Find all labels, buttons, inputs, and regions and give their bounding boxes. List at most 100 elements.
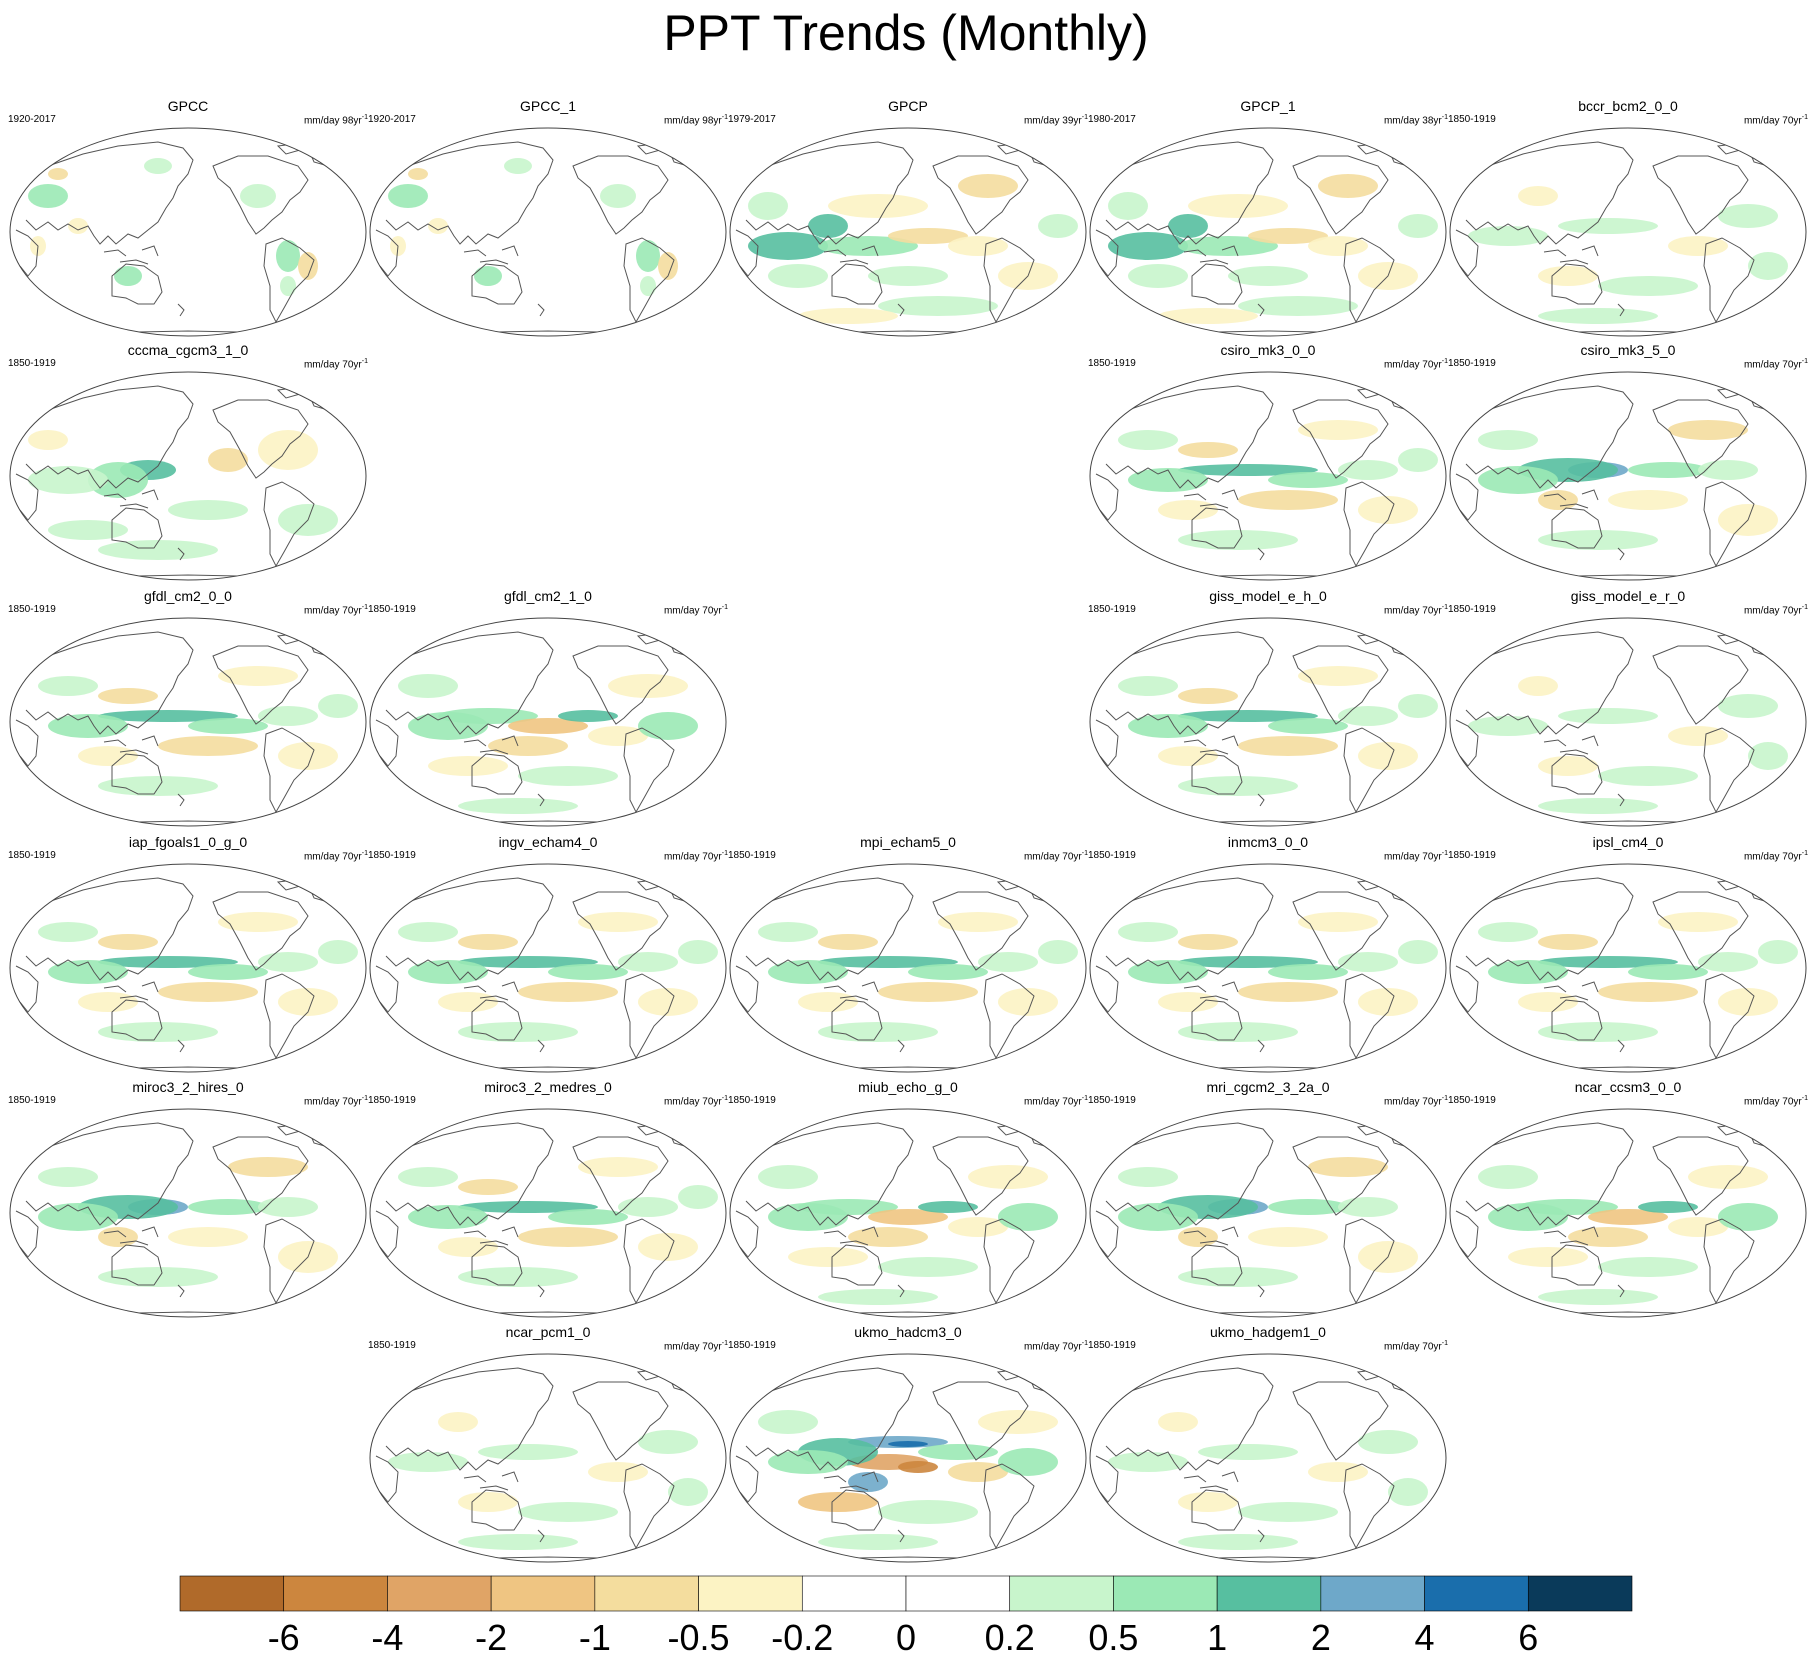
coastline xyxy=(1617,547,1625,561)
trend-field xyxy=(898,1461,938,1473)
coastline xyxy=(1462,385,1634,489)
colorbar-tick-label: -1 xyxy=(578,1617,611,1658)
map-frame xyxy=(1089,863,1447,1073)
trend-field xyxy=(228,1157,308,1177)
map xyxy=(9,863,367,1073)
trend-field xyxy=(1488,1203,1568,1231)
coastline xyxy=(537,793,545,807)
panel-title: mri_cgcm2_3_2a_0 xyxy=(1206,1079,1330,1095)
coastline xyxy=(111,1244,163,1286)
trend-field xyxy=(408,168,428,180)
map-panel: cccma_cgcm3_1_0 1850-1919 mm/day 70yr-1 xyxy=(8,342,368,582)
trend-field xyxy=(240,184,276,208)
map-frame xyxy=(9,617,367,827)
coastline xyxy=(932,155,1029,235)
trend-field xyxy=(1178,956,1318,968)
map-frame xyxy=(729,127,1087,337)
coastline xyxy=(823,981,879,1001)
trend-field xyxy=(278,742,338,770)
map-frame xyxy=(1089,617,1447,827)
trend-field xyxy=(428,756,508,776)
trend-field xyxy=(1398,214,1438,238)
coastline xyxy=(1543,245,1599,265)
panel-units: mm/day 70yr-1 xyxy=(303,850,368,863)
trend-field xyxy=(1128,714,1208,738)
map-panel: mri_cgcm2_3_2a_0 1850-1919 mm/day 70yr-1 xyxy=(1088,1079,1448,1319)
trend-field xyxy=(1398,448,1438,472)
map xyxy=(9,127,367,337)
panel-title: GPCC_1 xyxy=(519,98,577,114)
panel-units: mm/day 70yr-1 xyxy=(1743,358,1808,371)
coastline xyxy=(1191,507,1243,549)
map-frame xyxy=(369,617,727,827)
coastline xyxy=(823,1226,879,1246)
coastline xyxy=(735,229,759,277)
trend-field xyxy=(1118,1167,1178,1187)
trend-field xyxy=(818,956,958,968)
panel-period: 1850-1919 xyxy=(1088,1340,1136,1351)
trend-field xyxy=(618,1197,678,1217)
trend-field xyxy=(1158,500,1218,520)
panel-title: ukmo_hadcm3_0 xyxy=(854,1324,962,1340)
trend-field xyxy=(188,964,268,980)
map-frame xyxy=(1089,127,1447,337)
coastline xyxy=(375,965,399,1013)
trend-field xyxy=(518,1502,618,1522)
trend-field xyxy=(1298,666,1378,686)
colorbar-tick-label: 6 xyxy=(1518,1617,1539,1658)
coastline xyxy=(382,1122,554,1226)
trend-field xyxy=(458,1022,578,1042)
trend-field xyxy=(1178,1022,1298,1042)
trend-field xyxy=(1658,912,1738,932)
panel-units: mm/day 98yr-1 xyxy=(303,114,368,127)
coastline xyxy=(263,727,315,814)
trend-field xyxy=(474,266,502,286)
map xyxy=(729,1108,1087,1318)
trend-field xyxy=(768,264,828,288)
panel-period: 1850-1919 xyxy=(1088,1095,1136,1106)
trend-field xyxy=(158,982,258,1002)
trend-field xyxy=(978,1410,1058,1434)
trend-field xyxy=(38,1167,98,1187)
coastline xyxy=(1183,1471,1239,1491)
trend-field xyxy=(1118,922,1178,942)
trend-field xyxy=(280,276,296,296)
map xyxy=(9,617,367,827)
coastline xyxy=(897,303,905,317)
coastline xyxy=(1292,891,1389,971)
coastline xyxy=(1102,141,1274,245)
trend-field xyxy=(578,912,658,932)
coastline xyxy=(1102,1122,1274,1226)
panel-period: 1850-1919 xyxy=(1448,604,1496,615)
map-frame xyxy=(729,1353,1087,1563)
coastline xyxy=(735,1455,759,1503)
panel-period: 1850-1919 xyxy=(1088,358,1136,369)
coastline xyxy=(1102,1367,1274,1471)
coastline xyxy=(897,1529,905,1543)
coastline xyxy=(1543,1226,1599,1246)
panel-title: GPCC xyxy=(167,98,209,114)
map xyxy=(1089,371,1447,581)
colorbar-box xyxy=(1424,1575,1529,1612)
trend-field xyxy=(1628,462,1708,478)
coastline xyxy=(22,385,194,489)
coastline xyxy=(1551,1244,1603,1286)
panel-period: 1850-1919 xyxy=(368,1340,416,1351)
coastline xyxy=(1095,1455,1119,1503)
panel-period: 1920-2017 xyxy=(8,114,56,125)
trend-field xyxy=(758,922,818,942)
colorbar-box xyxy=(1009,1575,1114,1612)
coastline xyxy=(1455,719,1479,767)
trend-field xyxy=(638,1430,698,1454)
trend-field xyxy=(318,694,358,718)
trend-field xyxy=(918,1201,978,1213)
map-frame xyxy=(9,863,367,1073)
trend-field xyxy=(1178,688,1238,704)
trend-field xyxy=(98,1267,218,1287)
trend-field xyxy=(98,934,158,950)
colorbar-tick-label: -0.5 xyxy=(667,1617,730,1658)
coastline xyxy=(742,1367,914,1471)
map-frame xyxy=(369,127,727,337)
coastline xyxy=(1257,303,1265,317)
panel-units: mm/day 70yr-1 xyxy=(303,1095,368,1108)
